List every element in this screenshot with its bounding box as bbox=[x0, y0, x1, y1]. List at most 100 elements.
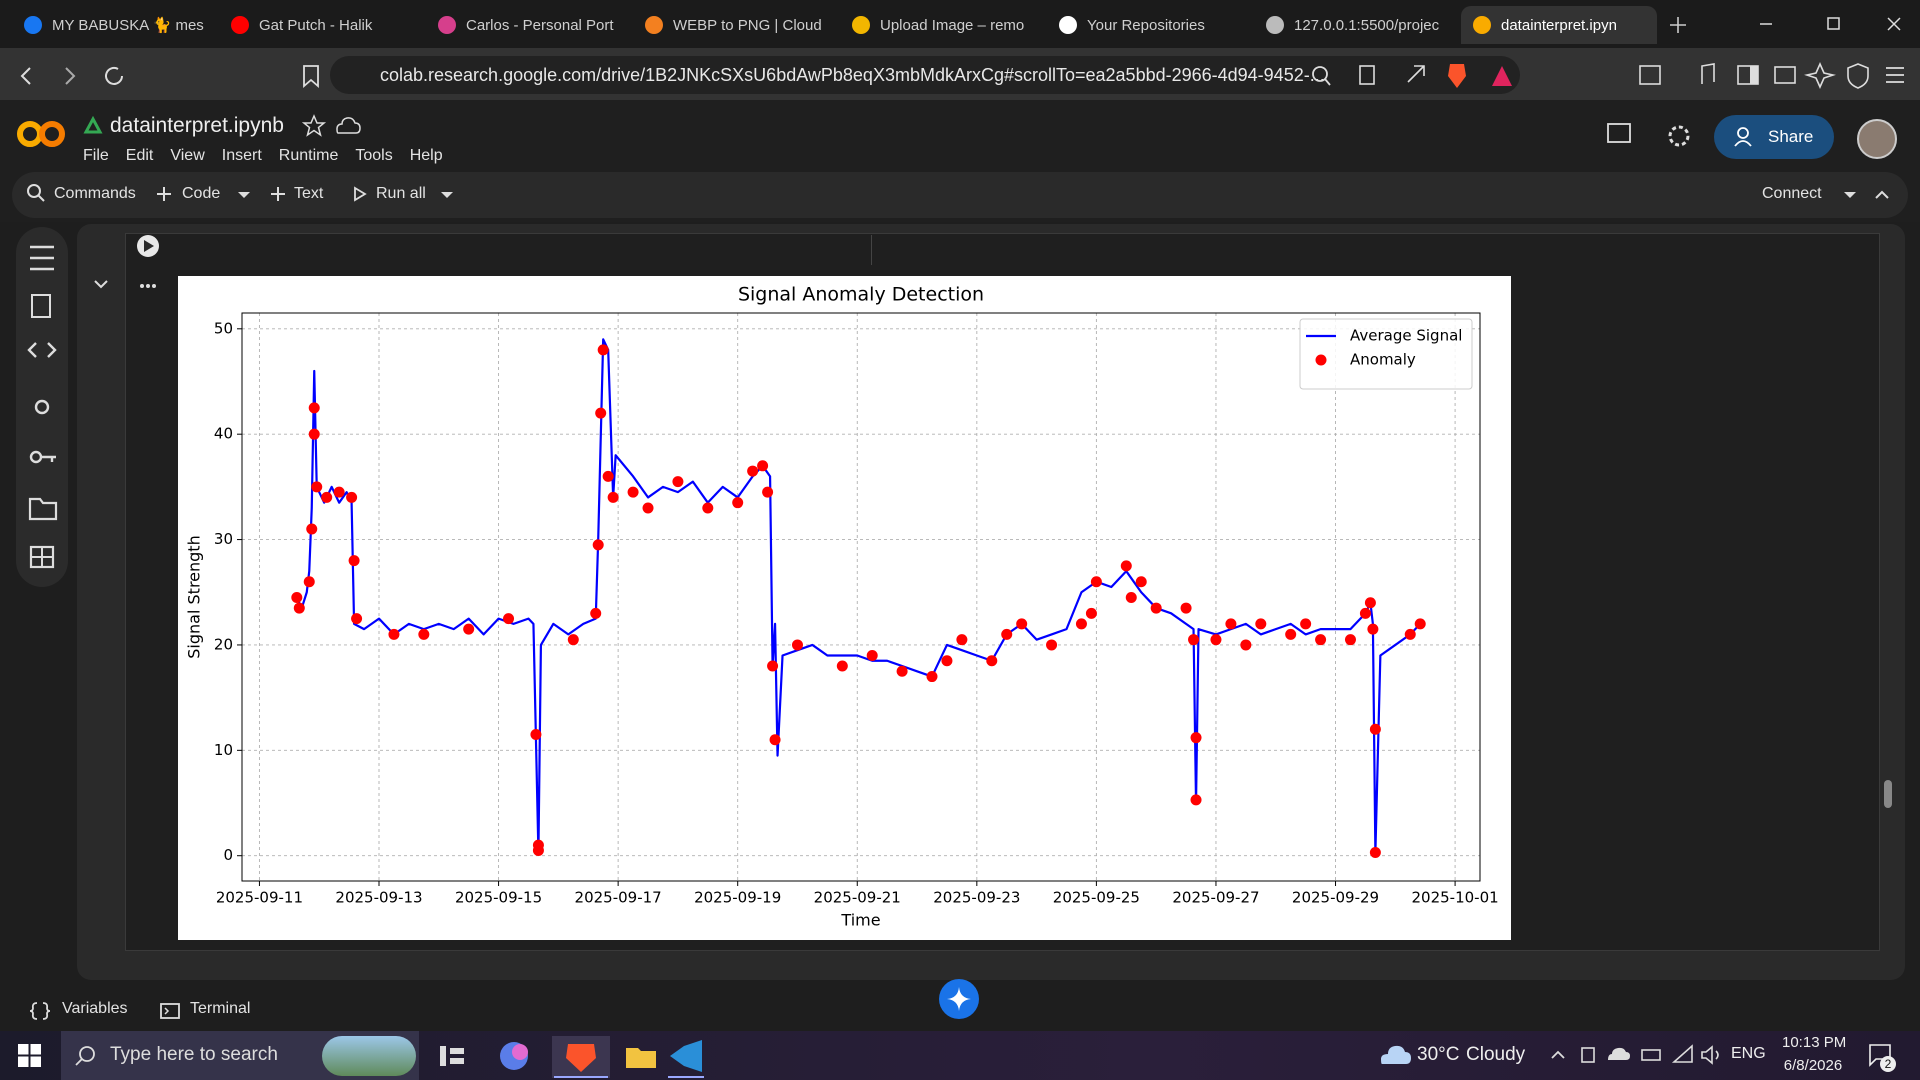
legend-marker bbox=[1315, 354, 1327, 366]
browser-tab[interactable]: Carlos - Personal Port bbox=[426, 6, 622, 44]
legend-box bbox=[1299, 318, 1473, 390]
header-icons bbox=[1607, 123, 1690, 147]
forward-button[interactable] bbox=[65, 67, 76, 85]
reload-button[interactable] bbox=[105, 66, 123, 85]
close-button[interactable] bbox=[1887, 17, 1901, 31]
toc-button[interactable] bbox=[30, 245, 54, 271]
browser-toolbar-icons bbox=[1312, 62, 1904, 89]
bookmark-button[interactable] bbox=[303, 65, 319, 88]
anomaly-point bbox=[956, 634, 968, 646]
anomaly-point bbox=[769, 734, 781, 746]
anomaly-point bbox=[1150, 602, 1162, 614]
anomaly-point bbox=[986, 655, 998, 667]
collapse-button[interactable] bbox=[94, 280, 108, 289]
brave-shields[interactable] bbox=[1448, 64, 1466, 88]
anomaly-point bbox=[1190, 794, 1202, 806]
gemini-button[interactable] bbox=[938, 978, 980, 1020]
clock-date[interactable]: 6/8/2026 bbox=[1783, 1057, 1843, 1074]
menu-item[interactable]: File bbox=[83, 147, 109, 164]
vscode-app[interactable] bbox=[670, 1040, 702, 1072]
tab-favicon bbox=[438, 16, 456, 34]
commands-button[interactable]: Commands bbox=[54, 185, 136, 202]
x-tick-label: 2025-09-13 bbox=[335, 889, 422, 907]
anomaly-point bbox=[308, 428, 320, 440]
divider bbox=[871, 235, 872, 265]
brave-app[interactable] bbox=[566, 1044, 596, 1072]
anomaly-point bbox=[291, 592, 303, 604]
menu-item[interactable]: Edit bbox=[125, 147, 154, 164]
comments-button[interactable] bbox=[1607, 123, 1631, 143]
menu-item[interactable]: View bbox=[170, 147, 205, 164]
anomaly-point bbox=[1344, 634, 1356, 646]
browser-tab[interactable]: Upload Image – remo bbox=[840, 6, 1036, 44]
anomaly-point bbox=[1240, 639, 1252, 651]
menu-item[interactable]: Runtime bbox=[278, 147, 339, 164]
anomaly-point bbox=[418, 628, 430, 640]
menu-bar: File Edit View Insert Runtime Tools Help bbox=[83, 147, 460, 165]
notification-badge: 2 bbox=[1880, 1056, 1896, 1072]
anomaly-point bbox=[1255, 618, 1267, 630]
anomaly-point bbox=[1315, 634, 1327, 646]
input-language[interactable]: ENG bbox=[1731, 1045, 1766, 1062]
share-button[interactable] bbox=[1714, 115, 1834, 159]
run-all-button[interactable]: Run all bbox=[376, 185, 426, 202]
browser-tab[interactable]: Gat Putch - Halik bbox=[219, 6, 415, 44]
tab-title: MY BABUSKA 🐈 mes bbox=[52, 17, 204, 34]
tab-title: Your Repositories bbox=[1087, 16, 1205, 34]
settings-button[interactable] bbox=[1668, 125, 1690, 147]
files-button[interactable] bbox=[28, 497, 58, 521]
browser-tab[interactable]: MY BABUSKA 🐈 mes bbox=[12, 6, 208, 44]
browser-tab[interactable]: Your Repositories bbox=[1047, 6, 1243, 44]
anomaly-point bbox=[503, 613, 515, 625]
legend-label: Average Signal bbox=[1350, 327, 1462, 345]
menu-item[interactable]: Insert bbox=[221, 147, 262, 164]
anomaly-point bbox=[463, 623, 475, 635]
anomaly-point bbox=[1359, 607, 1371, 619]
anomaly-point bbox=[1085, 607, 1097, 619]
menu-item[interactable]: Help bbox=[409, 147, 443, 164]
tab-title: Gat Putch - Halik bbox=[259, 16, 373, 34]
menu-item[interactable]: Tools bbox=[355, 147, 393, 164]
star-button[interactable] bbox=[302, 114, 327, 137]
explorer-app[interactable] bbox=[626, 1048, 656, 1068]
connect-icons bbox=[1844, 190, 1889, 199]
find-button[interactable] bbox=[31, 294, 51, 318]
weather-condition[interactable]: Cloudy bbox=[1466, 1044, 1526, 1065]
restore-button[interactable] bbox=[1827, 17, 1840, 30]
browser-tab[interactable]: 127.0.0.1:5500/projec bbox=[1254, 6, 1450, 44]
start-button[interactable] bbox=[18, 1044, 42, 1068]
notebook-title[interactable]: datainterpret.ipynb bbox=[110, 114, 284, 137]
back-button[interactable] bbox=[20, 67, 31, 85]
avatar[interactable] bbox=[1857, 119, 1897, 159]
weather-temp[interactable]: 30°C bbox=[1417, 1044, 1460, 1065]
legend-label: Anomaly bbox=[1350, 351, 1416, 369]
scrollbar-thumb[interactable] bbox=[1884, 780, 1892, 808]
colab-logo[interactable] bbox=[16, 116, 68, 152]
browser-tab[interactable]: datainterpret.ipyn bbox=[1461, 6, 1657, 44]
url-box[interactable] bbox=[330, 56, 1520, 94]
terminal-button[interactable]: Terminal bbox=[190, 1000, 251, 1017]
add-text-button[interactable]: Text bbox=[294, 185, 324, 202]
anomaly-point bbox=[762, 486, 774, 498]
anomaly-point bbox=[602, 470, 614, 482]
new-tab-button[interactable] bbox=[1667, 14, 1689, 36]
connect-button[interactable]: Connect bbox=[1762, 185, 1822, 202]
clock-time[interactable]: 10:13 PM bbox=[1782, 1034, 1847, 1051]
browser-tab[interactable]: WEBP to PNG | Cloud bbox=[633, 6, 829, 44]
x-tick-label: 2025-10-01 bbox=[1411, 889, 1498, 907]
x-axis-label: Time bbox=[840, 911, 880, 930]
toolbar-icons bbox=[157, 186, 453, 202]
anomaly-point bbox=[346, 491, 358, 503]
anomaly-point bbox=[306, 523, 318, 535]
anomaly-point bbox=[303, 576, 315, 588]
anomaly-point bbox=[896, 665, 908, 677]
add-code-button[interactable]: Code bbox=[182, 185, 221, 202]
tab-strip: MY BABUSKA 🐈 mes Gat Putch - Halik Carlos … bbox=[0, 0, 1920, 48]
anomaly-point bbox=[532, 839, 544, 851]
anomaly-point bbox=[293, 602, 305, 614]
plot-frame bbox=[241, 312, 1481, 882]
secrets-button[interactable] bbox=[34, 399, 50, 415]
variables-button[interactable]: Variables bbox=[62, 1000, 128, 1017]
snippets-button[interactable] bbox=[27, 342, 57, 358]
